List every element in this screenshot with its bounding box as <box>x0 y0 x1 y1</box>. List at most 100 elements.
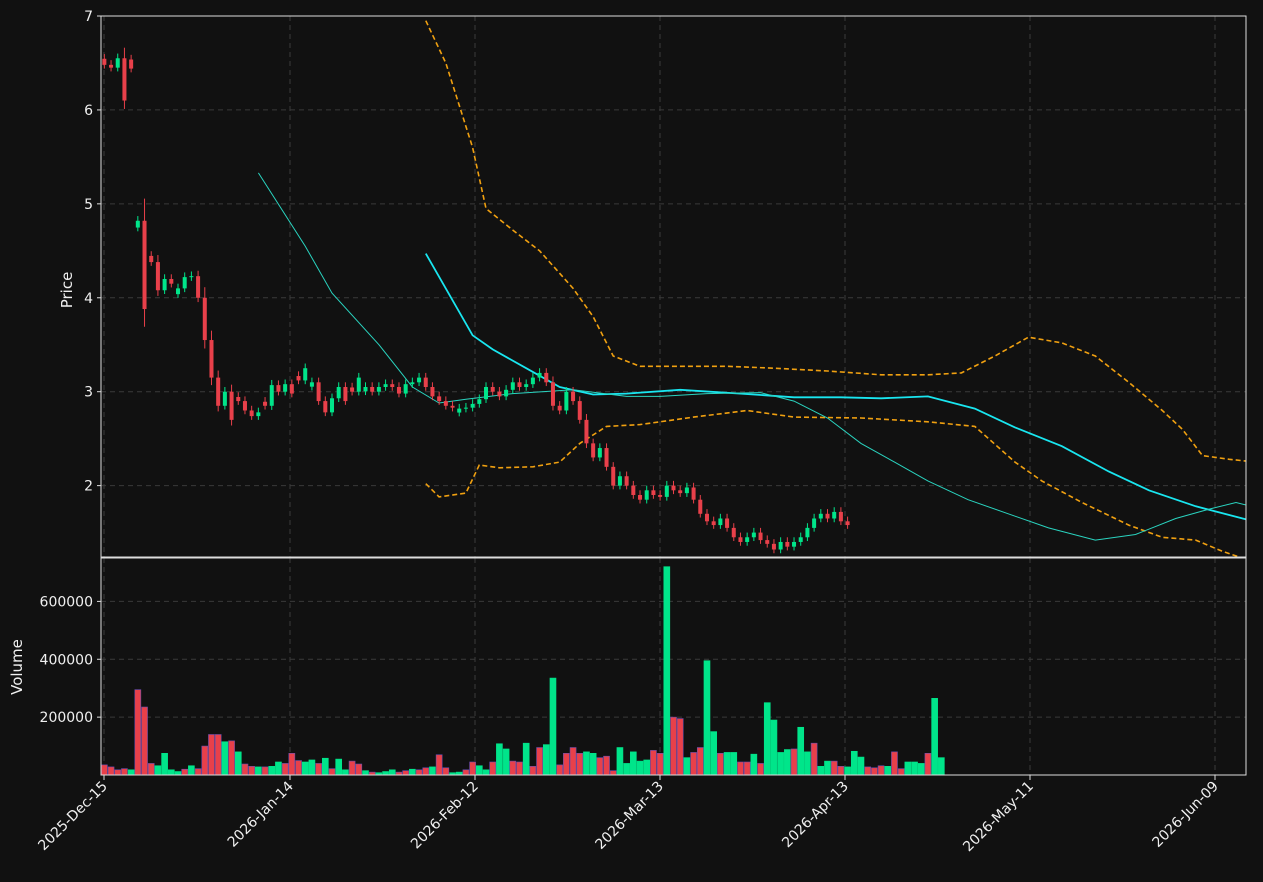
volume-bars <box>101 566 945 776</box>
volume-bar <box>114 769 122 776</box>
volume-bar <box>174 771 182 776</box>
candle-body <box>597 448 602 458</box>
candle-body <box>751 532 756 538</box>
candle-body <box>617 476 622 486</box>
candle-body <box>818 513 823 519</box>
volume-bar <box>931 698 938 776</box>
candle-body <box>698 499 703 514</box>
volume-bar <box>328 768 336 776</box>
candle-body <box>638 495 643 500</box>
volume-bar <box>864 766 871 776</box>
price-tick-label: 3 <box>84 385 93 401</box>
candle-body <box>564 391 569 411</box>
candle-body <box>845 521 850 526</box>
volume-bar <box>536 747 543 776</box>
candle-body <box>162 278 167 291</box>
volume-bar <box>529 766 537 776</box>
volume-bar <box>241 763 249 776</box>
candle-body <box>658 495 663 497</box>
candle-body <box>256 412 261 417</box>
candle-body <box>758 532 763 541</box>
volume-bar <box>904 761 912 776</box>
candle-body <box>530 377 535 385</box>
candle-body <box>805 527 810 538</box>
volume-bar <box>710 731 717 776</box>
volume-bar <box>348 760 356 776</box>
candle-body <box>664 485 669 497</box>
candle-body <box>175 288 181 295</box>
candle-body <box>356 377 361 392</box>
volume-bar <box>777 752 784 776</box>
candle-body <box>316 382 321 402</box>
volume-bar <box>181 768 189 776</box>
price-tick-label: 2 <box>84 479 93 495</box>
candle-body <box>765 540 770 544</box>
volume-bar <box>784 749 791 776</box>
volume-bar <box>409 768 416 776</box>
ma-long-line <box>425 253 1246 521</box>
volume-bar <box>871 767 878 776</box>
candle-body <box>711 521 716 526</box>
candle-body <box>189 276 194 278</box>
candle-body <box>437 396 442 402</box>
candle-body <box>350 387 355 392</box>
candle-body <box>370 386 375 392</box>
volume-bar <box>442 767 450 776</box>
candle-body <box>557 405 562 411</box>
volume-bar <box>911 761 918 776</box>
candle-body <box>229 391 234 420</box>
candle-body <box>216 377 221 406</box>
volume-bar <box>891 751 898 776</box>
volume-bar <box>656 752 664 776</box>
volume-bar <box>167 769 175 776</box>
volume-bar <box>462 769 470 776</box>
candle-body <box>718 518 723 526</box>
volume-bar <box>690 752 697 776</box>
candle-body <box>738 537 743 542</box>
volume-bar <box>335 758 343 776</box>
candle-body <box>678 490 683 494</box>
candle-body <box>477 399 482 404</box>
candle-body <box>611 466 616 486</box>
volume-bar <box>770 719 778 776</box>
candle-body <box>109 64 114 68</box>
candle-body <box>745 537 750 542</box>
volume-bar <box>730 752 738 776</box>
candle-body <box>296 376 301 381</box>
volume-bar <box>696 747 704 776</box>
volume-bar <box>522 742 530 776</box>
volume-bar <box>596 757 604 776</box>
price-y-ticks: 2 3 4 5 6 7 <box>84 9 101 495</box>
volume-y-label: Volume <box>8 639 26 695</box>
candle-body <box>544 372 549 383</box>
candle-body <box>443 401 448 406</box>
volume-bar <box>228 740 235 776</box>
candle-body <box>323 401 328 413</box>
candle-body <box>577 401 582 420</box>
candle-body <box>289 384 294 394</box>
candle-body <box>142 220 147 310</box>
volume-bar <box>516 761 523 776</box>
volume-bar <box>141 706 148 776</box>
volume-bar <box>476 765 483 776</box>
volume-bar <box>737 761 744 776</box>
volume-bar <box>489 761 497 776</box>
volume-bar <box>502 748 510 776</box>
candle-body <box>838 511 843 522</box>
candle-body <box>363 386 368 392</box>
volume-bar <box>723 752 731 776</box>
volume-bar <box>804 751 811 776</box>
volume-bar <box>496 743 503 776</box>
price-tick-label: 4 <box>84 291 93 307</box>
candle-body <box>122 58 127 101</box>
volume-bar <box>670 716 677 776</box>
candle-body <box>604 448 609 467</box>
volume-bar <box>817 766 825 776</box>
volume-tick-label: 600000 <box>40 594 93 610</box>
upper-band-line <box>425 20 1246 462</box>
candle-body <box>417 377 422 383</box>
volume-bar <box>154 765 162 776</box>
volume-bar <box>255 766 262 776</box>
volume-bar <box>435 754 443 776</box>
volume-bar <box>482 769 490 776</box>
